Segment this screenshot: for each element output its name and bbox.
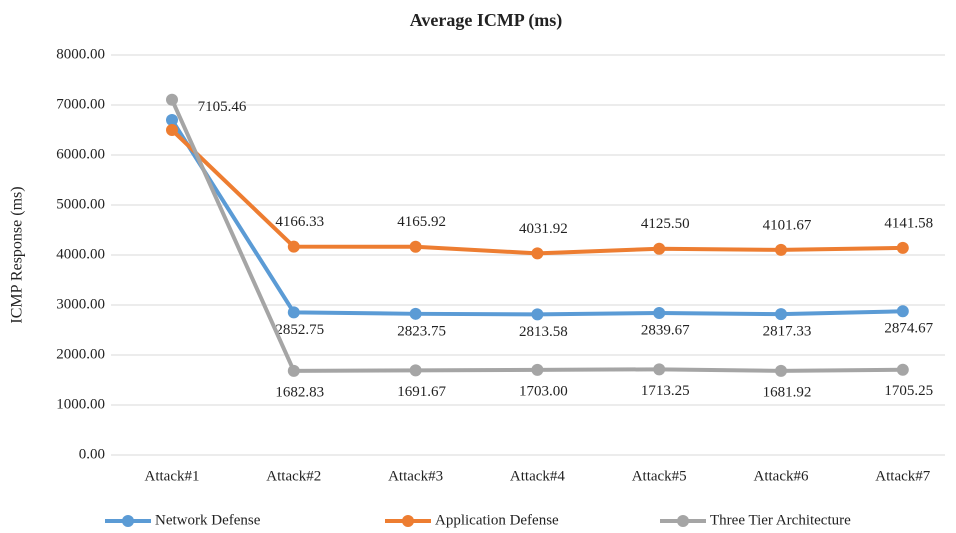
point bbox=[896, 363, 909, 376]
data-label: 1703.00 bbox=[519, 383, 568, 399]
data-label: 2823.75 bbox=[397, 323, 446, 339]
x-tick-label: Attack#5 bbox=[632, 468, 687, 484]
data-label: 4166.33 bbox=[275, 214, 324, 230]
data-label: 1681.92 bbox=[763, 384, 812, 400]
x-tick-label: Attack#6 bbox=[754, 468, 809, 484]
point bbox=[896, 305, 909, 318]
data-label: 2852.75 bbox=[275, 322, 324, 338]
legend-marker bbox=[677, 515, 689, 527]
data-label: 2817.33 bbox=[763, 324, 812, 340]
point bbox=[775, 308, 787, 321]
chart-title: Average ICMP (ms) bbox=[410, 10, 563, 31]
data-label: 1705.25 bbox=[884, 383, 933, 399]
point bbox=[166, 93, 178, 106]
data-label: 2839.67 bbox=[641, 322, 690, 338]
point bbox=[409, 307, 422, 320]
point bbox=[653, 242, 666, 255]
point bbox=[653, 307, 666, 320]
point bbox=[896, 241, 909, 254]
y-tick-label: 2000.00 bbox=[56, 346, 105, 362]
point bbox=[531, 363, 544, 376]
point bbox=[287, 364, 300, 377]
x-tick-label: Attack#3 bbox=[388, 468, 443, 484]
y-axis-label: ICMP Response (ms) bbox=[9, 186, 26, 323]
x-tick-label: Attack#2 bbox=[266, 468, 321, 484]
legend-label: Network Defense bbox=[155, 512, 261, 528]
data-label: 4031.92 bbox=[519, 221, 568, 237]
point bbox=[653, 363, 666, 376]
point bbox=[531, 308, 544, 321]
point bbox=[409, 240, 422, 253]
data-label: 1691.67 bbox=[397, 384, 446, 400]
point bbox=[775, 243, 787, 256]
y-tick-label: 7000.00 bbox=[56, 96, 105, 112]
data-label: 1713.25 bbox=[641, 383, 690, 399]
point bbox=[531, 247, 544, 260]
x-tick-label: Attack#7 bbox=[875, 468, 930, 484]
point bbox=[775, 364, 787, 377]
point bbox=[287, 240, 300, 253]
data-label: 2874.67 bbox=[884, 321, 933, 337]
data-label: 2813.58 bbox=[519, 324, 568, 340]
x-tick-label: Attack#1 bbox=[145, 468, 200, 484]
data-label: 7105.46 bbox=[198, 99, 247, 115]
data-label: 4125.50 bbox=[641, 216, 690, 232]
point bbox=[409, 364, 422, 377]
y-tick-label: 1000.00 bbox=[56, 396, 105, 412]
y-tick-label: 4000.00 bbox=[56, 246, 105, 262]
legend-marker bbox=[402, 515, 414, 527]
data-label: 1682.83 bbox=[275, 384, 324, 400]
legend-marker bbox=[122, 515, 134, 527]
y-tick-label: 3000.00 bbox=[56, 296, 105, 312]
y-tick-label: 5000.00 bbox=[56, 196, 105, 212]
point bbox=[287, 306, 300, 319]
x-tick-label: Attack#4 bbox=[510, 468, 565, 484]
y-tick-label: 6000.00 bbox=[56, 146, 105, 162]
data-label: 4141.58 bbox=[884, 215, 933, 231]
legend-label: Application Defense bbox=[435, 512, 559, 528]
data-label: 4165.92 bbox=[397, 214, 446, 230]
y-tick-label: 0.00 bbox=[79, 446, 105, 462]
point bbox=[166, 114, 178, 126]
point bbox=[166, 124, 178, 136]
y-tick-label: 8000.00 bbox=[56, 46, 105, 62]
legend-label: Three Tier Architecture bbox=[710, 512, 851, 528]
data-label: 4101.67 bbox=[763, 217, 812, 233]
